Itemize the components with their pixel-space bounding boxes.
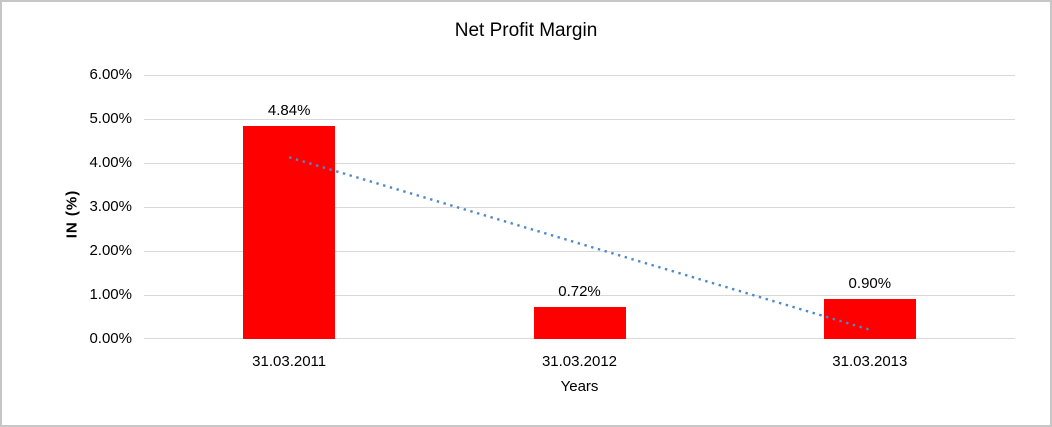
bar xyxy=(243,126,336,339)
x-tick-label: 31.03.2011 xyxy=(252,353,327,370)
bar-value-label: 0.90% xyxy=(848,275,892,293)
chart-title: Net Profit Margin xyxy=(454,20,598,41)
gridline xyxy=(144,75,1015,76)
y-tick-label: 1.00% xyxy=(89,286,132,303)
y-tick-label: 4.00% xyxy=(89,154,132,171)
x-tick-label: 31.03.2013 xyxy=(832,353,908,370)
y-tick-label: 3.00% xyxy=(89,198,132,215)
gridline xyxy=(144,119,1015,120)
x-axis-tick-labels: 31.03.2011 31.03.2012 31.03.2013 xyxy=(144,353,1015,371)
bar xyxy=(823,299,916,339)
x-tick-label: 31.03.2012 xyxy=(541,353,618,370)
y-tick-label: 0.00% xyxy=(89,330,132,347)
x-axis-title: Years xyxy=(560,378,599,395)
bar-value-label: 0.72% xyxy=(558,283,601,301)
trendline-segment xyxy=(288,156,871,331)
bar-value-label: 4.84% xyxy=(267,102,311,120)
bar xyxy=(533,307,626,339)
y-tick-label: 5.00% xyxy=(89,110,132,127)
plot-area: 4.84% 0.72% 0.90% xyxy=(144,75,1015,339)
y-tick-label: 2.00% xyxy=(89,242,132,259)
y-tick-label: 6.00% xyxy=(89,66,132,83)
